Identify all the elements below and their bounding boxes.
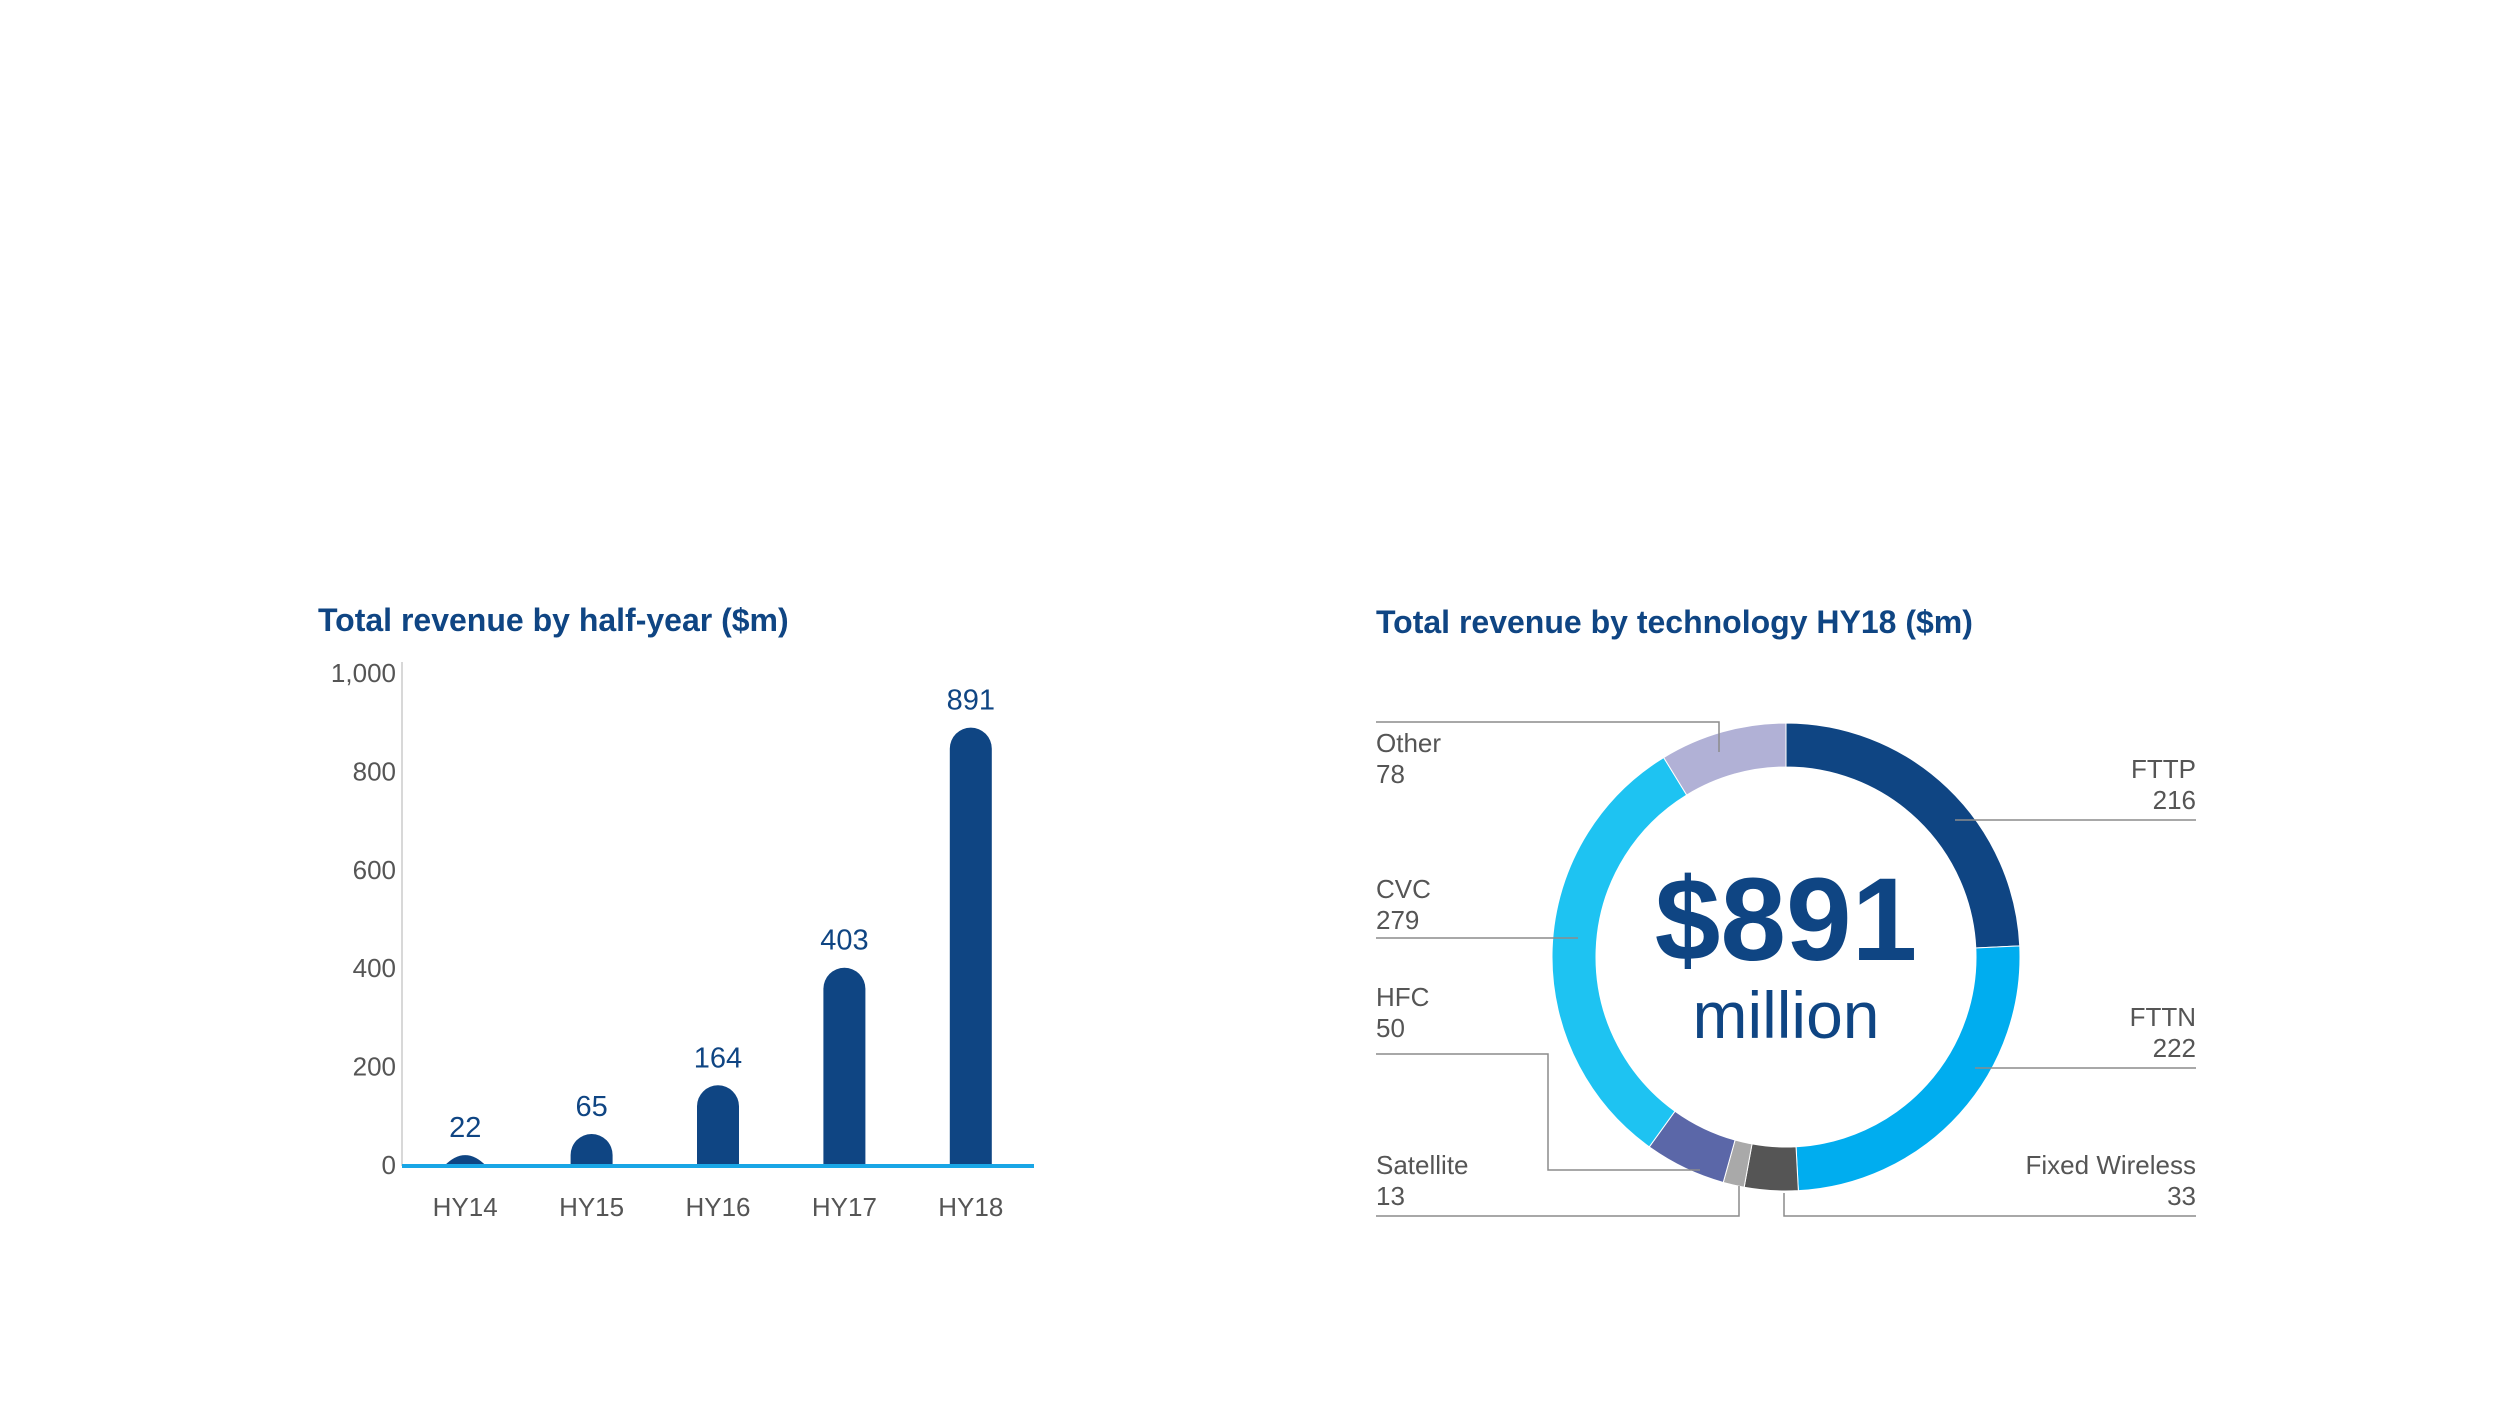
slice-value-label: 50 bbox=[1376, 1013, 1405, 1043]
leader-line bbox=[1783, 1193, 2196, 1217]
slice-name-label: HFC bbox=[1376, 982, 1429, 1012]
slice-name-label: FTTN bbox=[2130, 1002, 2196, 1032]
y-tick-label: 1,000 bbox=[331, 658, 396, 688]
slice-name-label: FTTP bbox=[2131, 754, 2196, 784]
x-category-label: HY16 bbox=[685, 1192, 750, 1222]
y-tick-label: 800 bbox=[353, 756, 396, 786]
x-category-label: HY15 bbox=[559, 1192, 624, 1222]
bar bbox=[570, 1134, 613, 1166]
y-tick-label: 0 bbox=[382, 1150, 396, 1180]
slice-value-label: 33 bbox=[2167, 1181, 2196, 1211]
bar bbox=[697, 1085, 739, 1166]
x-category-label: HY14 bbox=[433, 1192, 498, 1222]
bar-chart: 1,000 800 600 400 200 0 22 HY14 65 HY15 164 HY16 403… bbox=[331, 658, 1034, 1222]
y-tick-label: 400 bbox=[353, 953, 396, 983]
bar-value-label: 164 bbox=[694, 1042, 742, 1074]
donut-slice bbox=[1743, 1143, 1799, 1192]
y-tick-label: 200 bbox=[353, 1052, 396, 1082]
y-tick-label: 600 bbox=[353, 855, 396, 885]
donut-slice bbox=[1662, 722, 1787, 796]
slice-name-label: Other bbox=[1376, 728, 1441, 758]
bar-value-label: 891 bbox=[947, 685, 995, 717]
bar bbox=[444, 1155, 487, 1166]
donut-center-total: $891 bbox=[1655, 854, 1918, 986]
slice-name-label: Fixed Wireless bbox=[2026, 1150, 2196, 1180]
x-category-label: HY17 bbox=[812, 1192, 877, 1222]
x-category-label: HY18 bbox=[938, 1192, 1003, 1222]
bar bbox=[823, 967, 866, 1166]
donut-chart-title: Total revenue by technology HY18 ($m) bbox=[1376, 604, 1973, 640]
slice-value-label: 78 bbox=[1376, 759, 1405, 789]
leader-line bbox=[1376, 1053, 1700, 1171]
slice-name-label: CVC bbox=[1376, 874, 1431, 904]
slice-name-label: Satellite bbox=[1376, 1150, 1469, 1180]
leader-line bbox=[1376, 1186, 1740, 1217]
leader-line bbox=[1376, 721, 1720, 752]
bar-value-label: 65 bbox=[575, 1091, 607, 1123]
slice-value-label: 216 bbox=[2153, 785, 2196, 815]
bar-value-label: 403 bbox=[820, 925, 868, 957]
bar bbox=[949, 727, 992, 1166]
bar-chart-title: Total revenue by half-year ($m) bbox=[318, 602, 789, 638]
slice-value-label: 13 bbox=[1376, 1181, 1405, 1211]
slice-value-label: 279 bbox=[1376, 905, 1419, 935]
donut-center-unit: million bbox=[1692, 978, 1879, 1052]
bar-value-label: 22 bbox=[449, 1112, 481, 1144]
slice-value-label: 222 bbox=[2153, 1033, 2196, 1063]
